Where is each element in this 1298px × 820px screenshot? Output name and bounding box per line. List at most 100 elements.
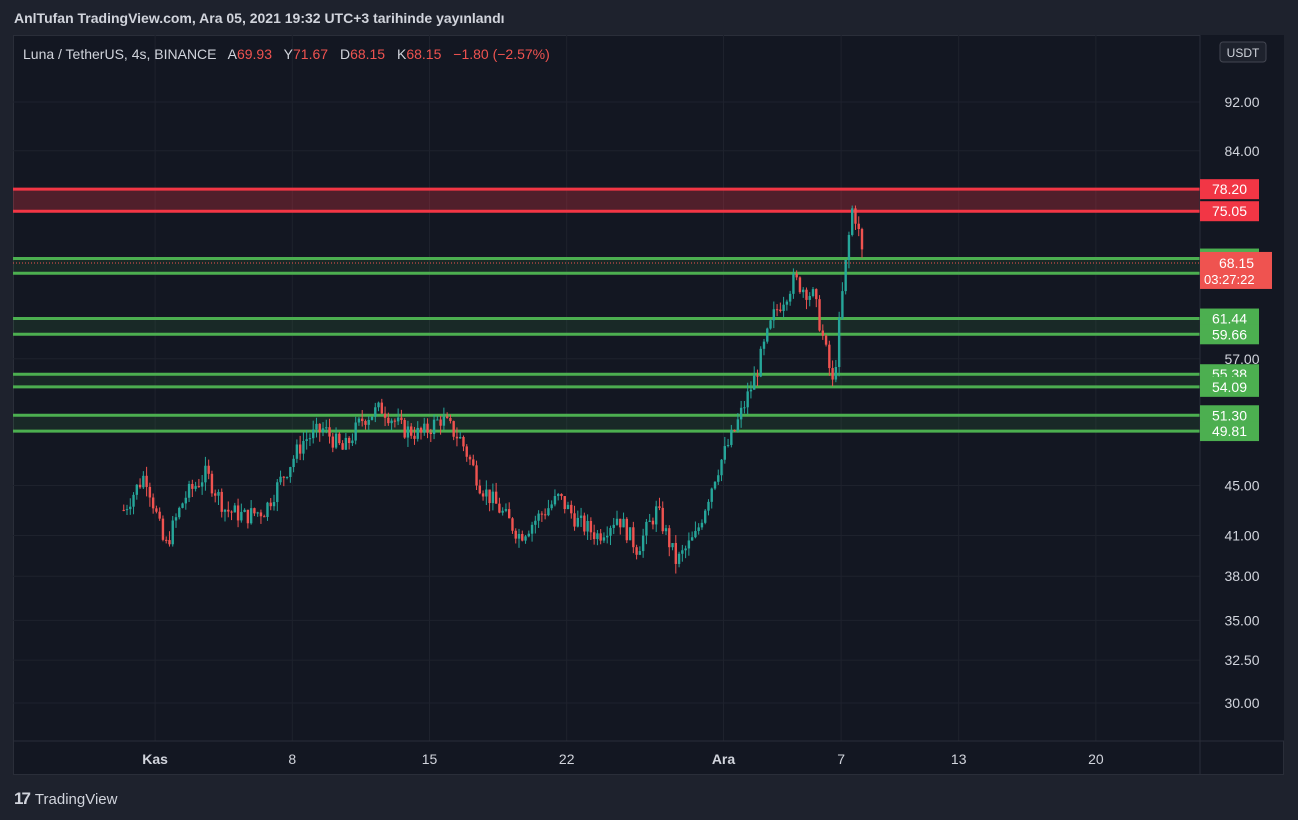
candle-down [380, 398, 384, 414]
support-zone-3-fill [13, 374, 1200, 387]
candle-up [622, 512, 625, 528]
candle-up [851, 205, 854, 237]
candle-down [857, 216, 860, 237]
candle-up [834, 359, 838, 383]
candle-down [165, 536, 168, 544]
candle-down [207, 459, 210, 480]
candle-down [197, 478, 201, 488]
legend-low-value: 68.15 [350, 46, 385, 62]
candle-up [256, 511, 259, 517]
candle-down [583, 512, 586, 536]
time-axis[interactable]: Kas 8 15 22 Ara 7 13 20 [142, 751, 1104, 767]
candle-down [282, 475, 286, 487]
candle-down [429, 428, 433, 443]
candle-up [628, 527, 632, 541]
legend-close-value: 68.15 [406, 46, 441, 62]
candlestick-chart[interactable]: Luna / TetherUS, 4s, BINANCE A69.93 Y71.… [13, 35, 1284, 775]
candle-up [753, 366, 756, 390]
currency-badge[interactable]: USDT [1219, 41, 1267, 63]
candle-up [312, 420, 315, 444]
candle-up [743, 400, 746, 414]
candle-down [488, 489, 491, 512]
candle-up [276, 479, 279, 512]
time-tick-label: 8 [288, 751, 296, 767]
candle-down [494, 482, 498, 504]
price-axis-labels: 92.00 84.00 57.00 45.00 41.00 38.00 35.00 32.50… [1224, 94, 1259, 711]
candle-up [527, 530, 531, 538]
candle-up [142, 471, 145, 489]
candle-down [341, 440, 344, 450]
candle-down [298, 435, 302, 461]
candle-down [815, 288, 818, 308]
candle-up [272, 494, 276, 511]
candle-down [328, 418, 331, 444]
candle-down [410, 423, 413, 439]
candle-up [194, 481, 197, 492]
support-zone-4-fill [13, 415, 1200, 432]
resistance-level-badge: 75.05 [1200, 201, 1259, 222]
svg-text:61.44: 61.44 [1212, 311, 1247, 327]
candle-down [651, 517, 655, 530]
candle-down [387, 412, 390, 426]
candle-up [707, 499, 710, 516]
candle-up [811, 287, 815, 298]
legend-open-label: A [228, 46, 238, 62]
candle-up [517, 528, 521, 548]
candle-down [462, 435, 465, 452]
candle-up [694, 521, 697, 539]
support-level-badge: 59.66 [1200, 324, 1259, 345]
candle-up [187, 480, 191, 503]
candle-up [370, 416, 374, 421]
candle-up [792, 268, 795, 299]
candle-up [504, 503, 508, 513]
candle-up [782, 296, 785, 318]
candle-down [478, 479, 482, 495]
price-tick-label: 41.00 [1224, 527, 1259, 543]
candle-up [243, 508, 246, 513]
time-tick-label: 20 [1088, 751, 1104, 767]
candle-up [374, 402, 377, 423]
candle-down [383, 406, 387, 427]
price-tick-label: 30.00 [1224, 695, 1259, 711]
candle-down [214, 489, 217, 503]
candle-up [351, 433, 354, 447]
candle-down [347, 436, 351, 450]
candle-up [746, 382, 749, 415]
candle-up [233, 502, 237, 513]
candle-up [485, 480, 488, 506]
tradingview-footer[interactable]: 17 TradingView [14, 789, 117, 809]
candle-up [697, 523, 700, 535]
legend-symbol: Luna / TetherUS, 4s, BINANCE [23, 46, 217, 62]
resistance-zone-fill [13, 189, 1200, 212]
candle-down [472, 454, 475, 467]
svg-text:78.20: 78.20 [1212, 181, 1247, 197]
candle-up [550, 500, 553, 511]
candle-down [599, 529, 602, 545]
time-tick-label: 13 [951, 751, 967, 767]
time-tick-label: 7 [837, 751, 845, 767]
candle-down [824, 334, 828, 347]
candle-down [413, 426, 416, 445]
candle-up [367, 416, 370, 430]
candle-down [403, 417, 406, 439]
candle-up [553, 489, 557, 507]
candle-up [249, 500, 253, 525]
time-tick-label: 22 [559, 751, 575, 767]
candle-down [230, 510, 233, 521]
candle-up [132, 492, 135, 515]
candle-up [841, 282, 844, 320]
candle-down [514, 528, 517, 544]
candle-down [138, 478, 142, 489]
price-tick-label: 32.50 [1224, 652, 1259, 668]
price-tick-label: 45.00 [1224, 478, 1259, 494]
time-tick-label: Kas [142, 751, 168, 767]
candle-up [442, 407, 446, 431]
candle-up [524, 534, 527, 544]
candle-down [795, 270, 798, 281]
chart-pane[interactable] [13, 35, 1284, 775]
support-level-badge: 54.09 [1200, 376, 1259, 397]
candle-up [125, 504, 129, 516]
candle-up [289, 466, 292, 483]
candle-up [684, 545, 687, 559]
